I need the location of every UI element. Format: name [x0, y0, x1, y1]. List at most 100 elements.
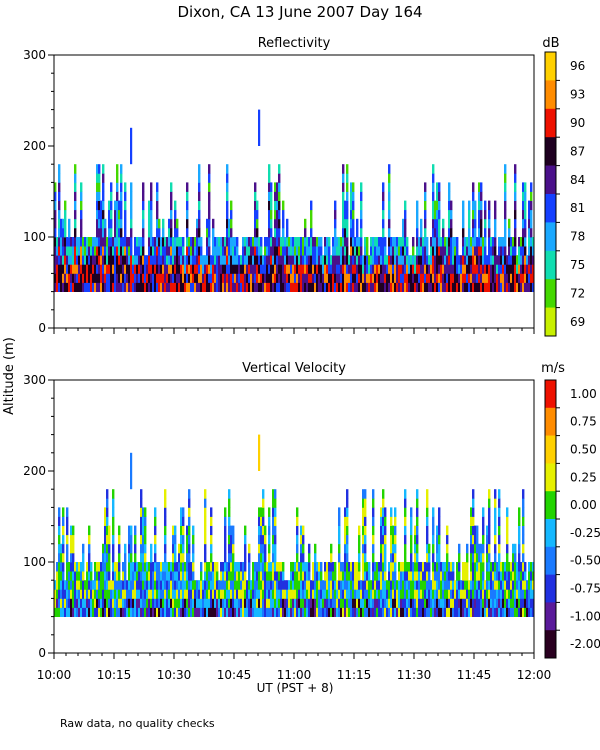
- heatmap-cell: [274, 534, 277, 545]
- heatmap-cell: [494, 273, 497, 283]
- heatmap-cell: [60, 264, 63, 274]
- data-column: [396, 580, 399, 617]
- data-column: [482, 237, 485, 292]
- heatmap-cell: [432, 273, 435, 283]
- heatmap-cell: [362, 525, 365, 536]
- heatmap-cell: [376, 273, 379, 283]
- heatmap-cell: [524, 218, 527, 229]
- data-column: [374, 237, 377, 292]
- heatmap-cell: [246, 580, 249, 590]
- heatmap-cell: [522, 552, 525, 563]
- heatmap-cell: [512, 562, 515, 572]
- heatmap-cell: [488, 507, 491, 517]
- heatmap-cell: [254, 200, 257, 211]
- heatmap-cell: [302, 237, 305, 247]
- heatmap-cell: [108, 598, 111, 608]
- heatmap-cell: [204, 525, 207, 536]
- heatmap-cell: [490, 589, 493, 599]
- data-column: [202, 255, 205, 292]
- heatmap-cell: [206, 607, 209, 617]
- heatmap-cell: [114, 264, 117, 274]
- heatmap-cell: [452, 273, 455, 283]
- heatmap-cell: [512, 282, 515, 292]
- heatmap-cell: [432, 607, 435, 617]
- heatmap-cell: [96, 255, 99, 265]
- heatmap-cell: [412, 571, 415, 581]
- heatmap-cell: [74, 255, 77, 265]
- heatmap-cell: [156, 255, 159, 265]
- heatmap-cell: [80, 237, 83, 247]
- heatmap-cell: [502, 607, 505, 617]
- data-column: [488, 200, 491, 292]
- heatmap-cell: [128, 264, 131, 274]
- heatmap-cell: [388, 227, 391, 238]
- heatmap-cell: [140, 489, 143, 499]
- data-column: [82, 237, 85, 292]
- heatmap-cell: [76, 598, 79, 608]
- heatmap-cell: [380, 516, 383, 526]
- heatmap-cell: [320, 589, 323, 599]
- heatmap-cell: [422, 571, 425, 581]
- heatmap-cell: [522, 525, 525, 536]
- heatmap-cell: [458, 255, 461, 265]
- heatmap-cell: [344, 227, 347, 238]
- heatmap-cell: [286, 246, 289, 256]
- heatmap-cell: [68, 580, 71, 590]
- heatmap-cell: [240, 598, 243, 608]
- data-column: [278, 164, 281, 292]
- heatmap-cell: [268, 598, 271, 608]
- heatmap-cell: [428, 255, 431, 265]
- heatmap-cell: [138, 571, 141, 581]
- heatmap-cell: [476, 552, 479, 563]
- heatmap-cell: [74, 173, 77, 183]
- heatmap-cell: [420, 598, 423, 608]
- data-column: [380, 237, 383, 292]
- heatmap-cell: [434, 218, 437, 229]
- data-column: [140, 237, 143, 292]
- heatmap-cell: [118, 589, 121, 599]
- heatmap-cell: [266, 282, 269, 292]
- heatmap-cell: [458, 282, 461, 292]
- heatmap-cell: [500, 607, 503, 617]
- heatmap-cell: [414, 598, 417, 608]
- heatmap-cell: [220, 571, 223, 581]
- heatmap-cell: [194, 607, 197, 617]
- heatmap-cell: [120, 282, 123, 292]
- heatmap-cell: [524, 255, 527, 265]
- heatmap-cell: [338, 264, 341, 274]
- heatmap-cell: [152, 264, 155, 274]
- data-column: [60, 218, 63, 292]
- heatmap-cell: [142, 516, 145, 526]
- heatmap-cell: [146, 589, 149, 599]
- heatmap-cell: [354, 562, 357, 572]
- heatmap-cell: [466, 246, 469, 256]
- heatmap-cell: [398, 607, 401, 617]
- heatmap-cell: [76, 282, 79, 292]
- heatmap-cell: [196, 237, 199, 247]
- heatmap-cell: [148, 246, 151, 256]
- heatmap-cell: [200, 255, 203, 265]
- heatmap-cell: [196, 218, 199, 229]
- heatmap-cell: [148, 598, 151, 608]
- heatmap-cell: [446, 571, 449, 581]
- heatmap-cell: [404, 507, 407, 517]
- data-column: [102, 543, 105, 617]
- heatmap-cell: [200, 246, 203, 256]
- heatmap-cell: [504, 200, 507, 211]
- heatmap-cell: [272, 498, 275, 508]
- heatmap-cell: [524, 227, 527, 238]
- heatmap-cell: [334, 598, 337, 608]
- heatmap-cell: [416, 200, 419, 211]
- heatmap-cell: [104, 543, 107, 554]
- heatmap-cell: [144, 516, 147, 526]
- heatmap-cell: [306, 255, 309, 265]
- data-column: [254, 182, 257, 292]
- heatmap-cell: [72, 534, 75, 545]
- heatmap-cell: [460, 607, 463, 617]
- heatmap-cell: [482, 571, 485, 581]
- heatmap-cell: [142, 562, 145, 572]
- heatmap-cell: [510, 598, 513, 608]
- y-tick-label: 300: [23, 373, 46, 387]
- heatmap-cell: [156, 237, 159, 247]
- heatmap-cell: [492, 598, 495, 608]
